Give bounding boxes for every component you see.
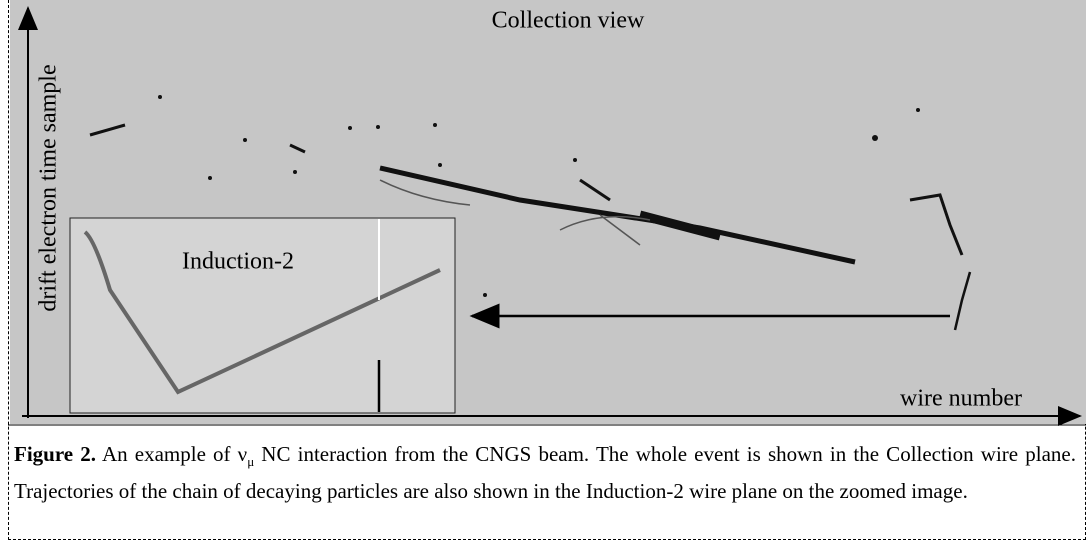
x-axis-label: wire number: [900, 386, 1022, 412]
caption-label: Figure 2.: [14, 442, 96, 466]
view-title: Collection view: [492, 8, 645, 34]
event-image: Collection view drift electron time samp…: [0, 0, 1089, 430]
caption-text: An example of ν: [102, 442, 247, 466]
page: Collection view drift electron time samp…: [0, 0, 1089, 542]
inset-label: Induction-2: [182, 249, 294, 275]
caption: Figure 2. An example of νμ NC interactio…: [14, 440, 1076, 505]
y-axis-label: drift electron time sample: [36, 64, 62, 311]
